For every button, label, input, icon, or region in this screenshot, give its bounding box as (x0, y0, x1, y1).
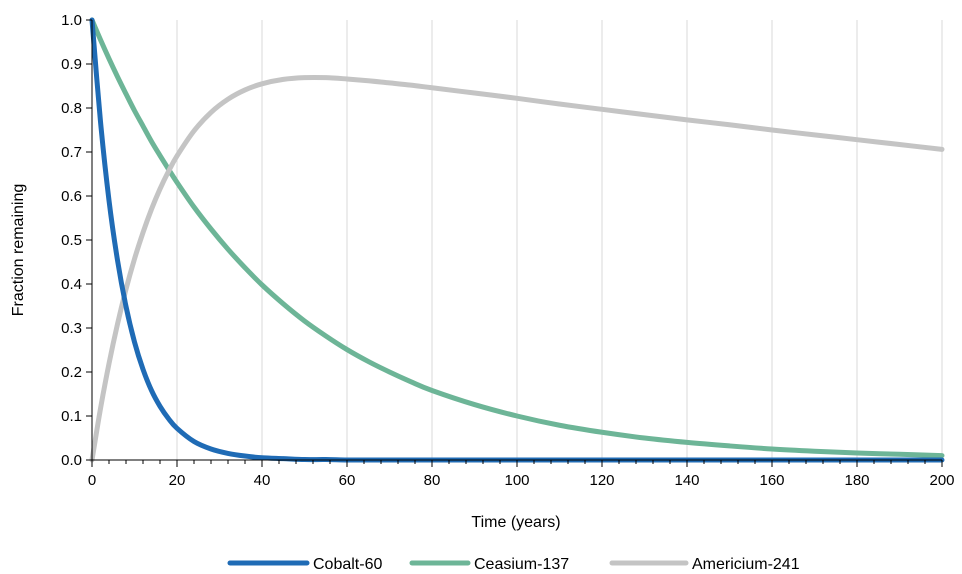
y-tick-label: 0.3 (61, 320, 82, 337)
y-tick-label: 0.9 (61, 56, 82, 73)
y-tick-label: 0.6 (61, 188, 82, 205)
y-tick-label: 0.4 (61, 276, 82, 293)
legend: Cobalt-60 Ceasium-137 Americium-241 (227, 556, 800, 573)
legend-label-cobalt-60: Cobalt-60 (313, 556, 382, 573)
series-line-americium-241 (89, 74, 945, 463)
x-tick-label: 140 (674, 472, 699, 489)
x-tick-label: 20 (169, 472, 186, 489)
axes (86, 19, 943, 467)
x-tick-label: 100 (504, 472, 529, 489)
x-tick-label: 40 (254, 472, 271, 489)
legend-label-ceasium-137: Ceasium-137 (474, 556, 569, 573)
y-tick-label: 0.0 (61, 452, 82, 469)
y-tick-label: 0.7 (61, 144, 82, 161)
x-tick-label: 200 (929, 472, 954, 489)
grid-lines (176, 20, 943, 460)
x-tick-label: 0 (88, 472, 96, 489)
x-tick-label: 60 (339, 472, 356, 489)
x-tick-label: 80 (424, 472, 441, 489)
y-tick-label: 0.2 (61, 364, 82, 381)
y-tick-label: 1.0 (61, 12, 82, 29)
x-axis-title: Time (years) (471, 514, 560, 531)
y-tick-label: 0.1 (61, 408, 82, 425)
y-tick-label: 0.8 (61, 100, 82, 117)
series-line-ceasium-137 (89, 17, 945, 459)
tick-labels: 0.0 0.1 0.2 0.3 0.4 0.5 0.6 0.7 0.8 0.9 1.0 0 20 40 60… (61, 12, 954, 489)
x-tick-label: 120 (589, 472, 614, 489)
y-tick-label: 0.5 (61, 232, 82, 249)
y-axis-title: Fraction remaining (10, 184, 27, 317)
x-tick-label: 180 (844, 472, 869, 489)
legend-label-americium-241: Americium-241 (692, 556, 800, 573)
x-tick-label: 160 (759, 472, 784, 489)
